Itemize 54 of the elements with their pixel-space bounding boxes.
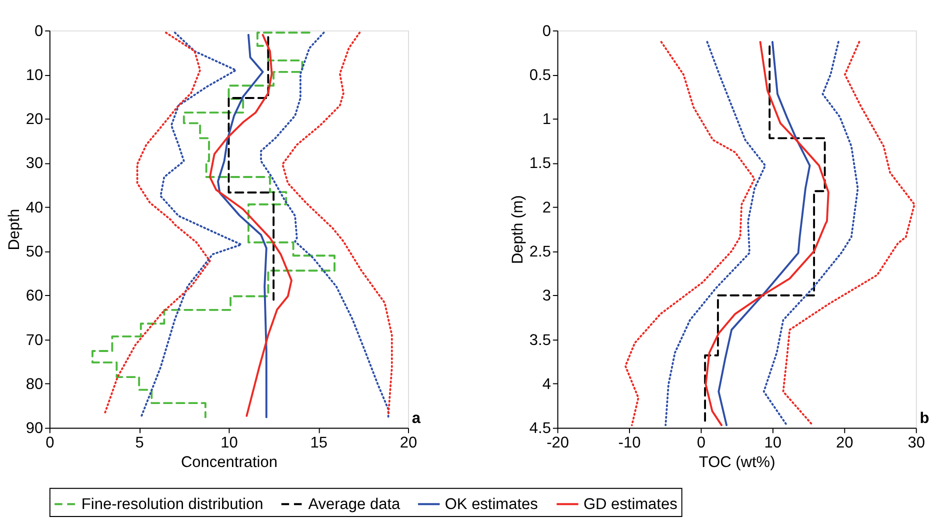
x-tick-label: 20 — [836, 434, 854, 452]
x-tick-label: 30 — [908, 434, 926, 452]
line-series — [140, 32, 242, 419]
line-series — [104, 32, 211, 414]
y-tick-label: 3.5 — [529, 332, 551, 349]
line-series — [664, 40, 766, 426]
x-tick-label: -10 — [618, 434, 642, 452]
x-tick-label: 0 — [46, 434, 55, 452]
y-tick-label: 60 — [26, 288, 44, 305]
legend-label: Fine-resolution distribution — [81, 496, 264, 513]
y-tick-label: 0 — [542, 22, 552, 40]
y-tick-label: 40 — [26, 199, 44, 216]
y-tick-label: 30 — [26, 155, 44, 172]
y-tick-label: 50 — [26, 244, 44, 261]
y-tick-label: 0 — [34, 22, 44, 40]
y-tick-label: 2 — [542, 199, 551, 216]
line-series — [282, 32, 393, 417]
x-axis-title: TOC (wt%) — [698, 454, 776, 472]
y-tick-label: 0.5 — [529, 66, 551, 84]
line-series — [217, 34, 268, 418]
legend-label: GD estimates — [583, 496, 678, 513]
y-tick-label: 70 — [26, 332, 44, 349]
y-tick-label: 20 — [26, 111, 44, 128]
y-tick-label: 2.5 — [529, 244, 551, 261]
x-tick-label: 0 — [696, 434, 706, 452]
x-tick-label: 10 — [764, 434, 782, 452]
line-series — [91, 32, 336, 418]
y-tick-label: 4.5 — [529, 420, 551, 438]
y-axis-title: Depth (m) — [510, 195, 527, 264]
x-tick-label: 20 — [400, 434, 418, 452]
line-series — [228, 36, 275, 301]
y-tick-label: 10 — [26, 66, 44, 84]
y-tick-label: 90 — [26, 420, 44, 438]
x-tick-label: 10 — [220, 434, 238, 452]
line-series — [782, 40, 916, 426]
line-series — [762, 40, 859, 426]
y-tick-label: 1.5 — [529, 155, 551, 172]
line-series — [260, 32, 390, 419]
line-series — [718, 40, 811, 426]
y-tick-label: 3 — [542, 288, 551, 305]
text: a — [412, 410, 421, 427]
x-tick-label: -20 — [546, 434, 570, 452]
x-axis-title: Concentration — [180, 454, 278, 472]
legend-label: OK estimates — [444, 496, 538, 513]
x-tick-label: 15 — [310, 434, 328, 452]
line-series — [208, 34, 292, 417]
y-axis-title: Depth — [6, 208, 24, 250]
x-tick-label: 5 — [135, 434, 144, 452]
line-series — [624, 40, 756, 426]
y-tick-label: 80 — [26, 376, 44, 393]
y-tick-label: 1 — [542, 111, 551, 128]
legend-label: Average data — [308, 496, 401, 513]
text: b — [920, 410, 930, 427]
y-tick-label: 4 — [542, 376, 552, 393]
